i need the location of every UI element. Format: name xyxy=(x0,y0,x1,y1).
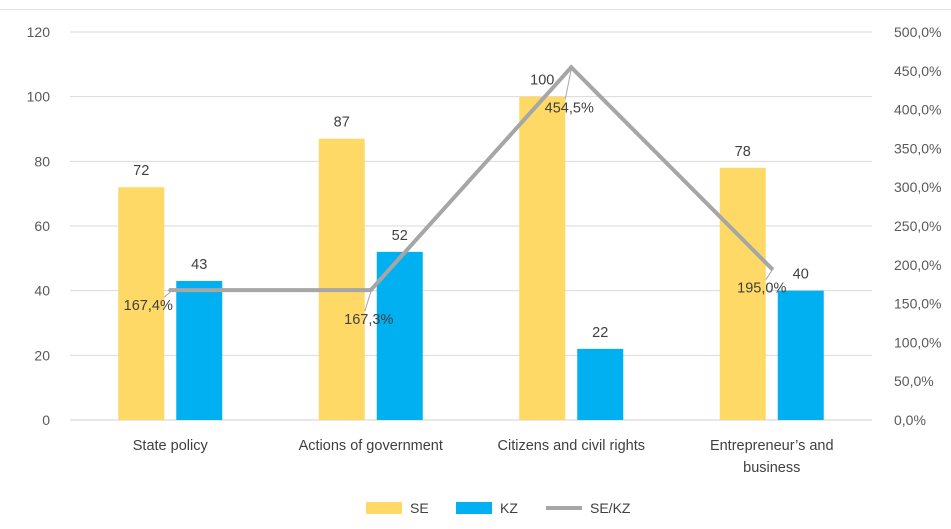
line-value-label: 454,5% xyxy=(545,100,594,116)
line-point xyxy=(368,288,373,293)
line-point xyxy=(168,288,173,293)
bar-kz xyxy=(777,290,824,420)
category-label: Entrepreneur’s and business xyxy=(710,438,834,476)
data-labels: 72 43 87 52 100 22 78 40 167,4% 167,3% 454,5% 195,0… xyxy=(124,69,809,341)
category-label: Citizens and civil rights xyxy=(498,438,645,454)
legend: SE KZ SE/KZ xyxy=(366,500,631,516)
right-tick-label: 150,0% xyxy=(894,296,941,312)
bar-value-label: 52 xyxy=(392,228,408,244)
bar-value-label: 72 xyxy=(133,163,149,179)
line-point xyxy=(769,266,774,271)
left-tick-label: 100 xyxy=(27,89,51,105)
left-tick-label: 80 xyxy=(34,153,50,169)
right-tick-label: 300,0% xyxy=(894,179,941,195)
right-tick-label: 450,0% xyxy=(894,63,941,79)
left-tick-label: 120 xyxy=(27,24,51,40)
bar-se xyxy=(118,187,165,420)
category-label: Actions of government xyxy=(299,438,443,454)
right-tick-label: 400,0% xyxy=(894,102,941,118)
series-line-se-kz xyxy=(170,64,774,293)
left-tick-label: 60 xyxy=(34,218,50,234)
bar-kz xyxy=(376,251,423,420)
bar-value-label: 43 xyxy=(191,257,207,273)
right-tick-label: 250,0% xyxy=(894,218,941,234)
label-leader xyxy=(765,270,773,280)
legend-label: KZ xyxy=(500,500,518,516)
right-tick-label: 0,0% xyxy=(894,412,926,428)
legend-swatch xyxy=(456,502,492,514)
x-axis-categories: State policy Actions of government Citizen… xyxy=(133,438,834,476)
line-value-label: 167,4% xyxy=(124,298,173,314)
bar-value-label: 78 xyxy=(735,144,751,160)
bar-se xyxy=(519,96,566,421)
ratio-line xyxy=(168,64,774,293)
legend-label: SE xyxy=(410,500,429,516)
bar-value-label: 100 xyxy=(530,73,554,89)
bar-kz xyxy=(176,280,223,420)
bar-kz xyxy=(577,348,624,420)
line-point xyxy=(569,65,574,70)
category-label: State policy xyxy=(133,438,209,454)
bar-value-label: 22 xyxy=(592,325,608,341)
bar-se xyxy=(719,167,766,420)
bar-se xyxy=(318,138,365,420)
right-tick-label: 200,0% xyxy=(894,257,941,273)
line-value-label: 195,0% xyxy=(737,281,786,297)
legend-swatch xyxy=(366,502,402,514)
left-y-axis: 0 20 40 60 80 100 120 xyxy=(27,24,51,428)
left-tick-label: 0 xyxy=(42,412,50,428)
left-tick-label: 20 xyxy=(34,347,50,363)
bars xyxy=(118,96,824,421)
label-leader xyxy=(564,69,572,100)
legend-label: SE/KZ xyxy=(590,500,631,516)
line-value-label: 167,3% xyxy=(344,312,393,328)
label-leader xyxy=(364,292,372,312)
left-tick-label: 40 xyxy=(34,283,50,299)
right-tick-label: 350,0% xyxy=(894,140,941,156)
bar-value-label: 87 xyxy=(334,115,350,131)
right-tick-label: 100,0% xyxy=(894,334,941,350)
right-y-axis: 0,0% 50,0% 100,0% 150,0% 200,0% 250,0% 300,0% 3… xyxy=(894,24,941,428)
label-leader xyxy=(163,291,171,298)
right-tick-label: 50,0% xyxy=(894,373,934,389)
right-tick-label: 500,0% xyxy=(894,24,941,40)
bar-value-label: 40 xyxy=(793,267,809,283)
